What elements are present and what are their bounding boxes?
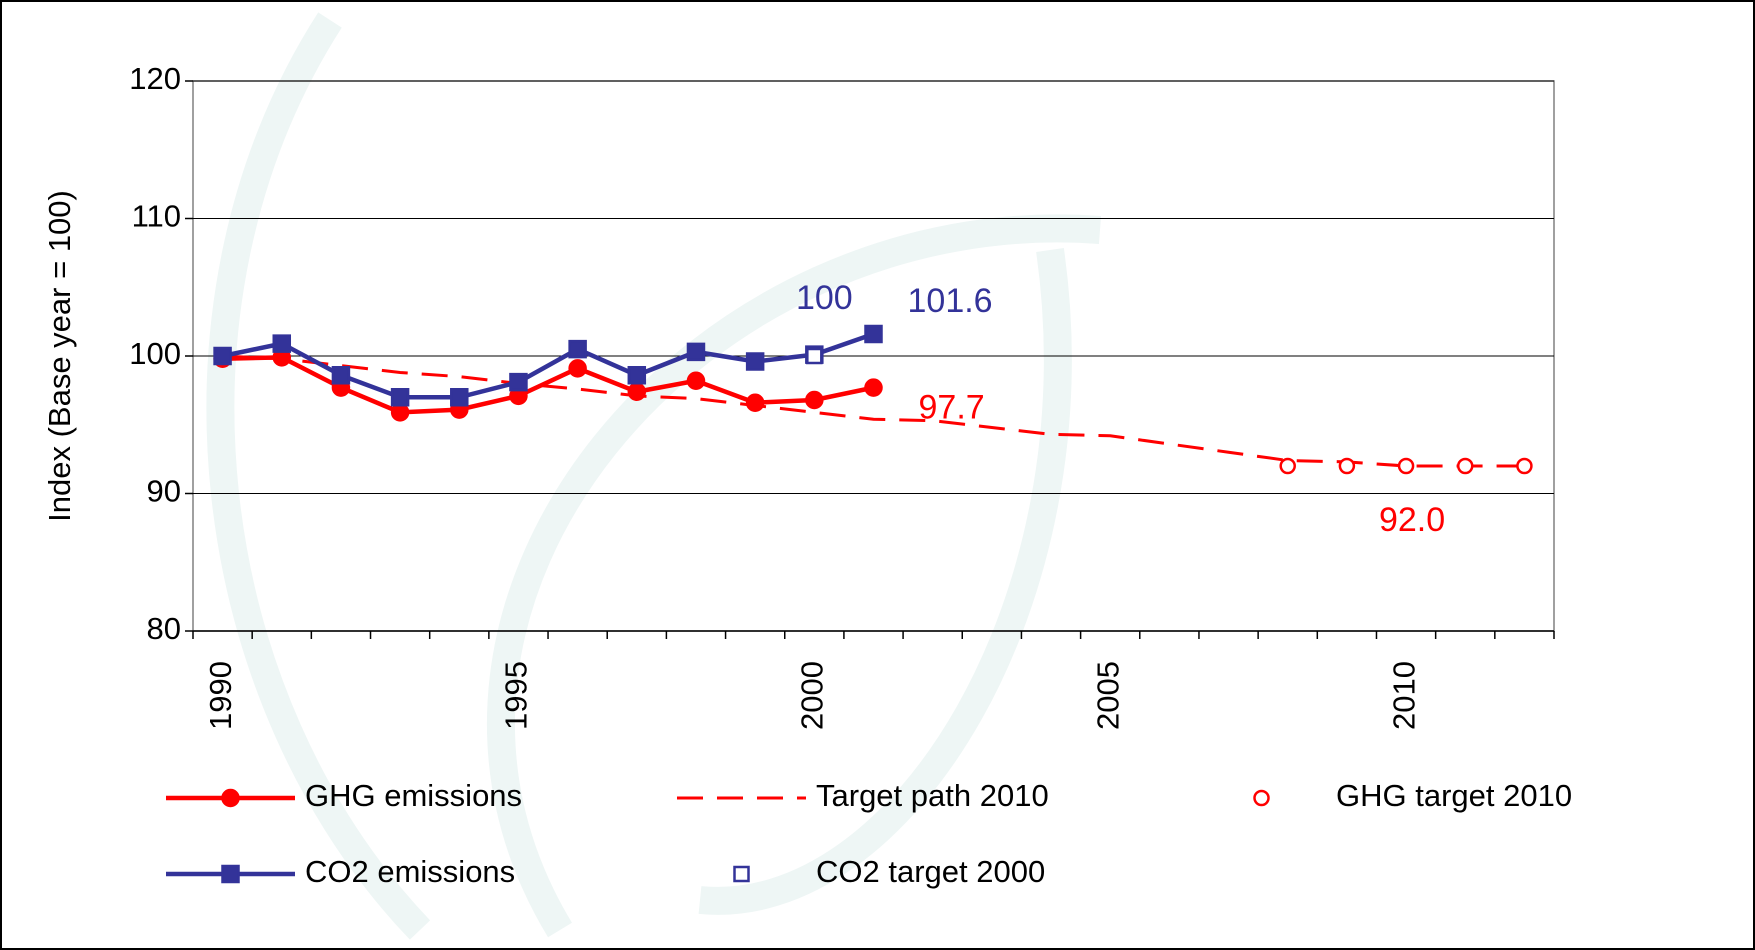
data-point xyxy=(627,366,647,385)
data-point xyxy=(509,372,528,392)
legend-marker xyxy=(733,865,750,883)
data-point xyxy=(450,388,469,407)
data-point xyxy=(686,371,706,390)
data-label: 101.6 xyxy=(908,282,993,320)
legend-label: CO2 target 2000 xyxy=(816,854,1045,889)
x-tick-label: 1995 xyxy=(499,661,534,730)
legend-label: GHG target 2010 xyxy=(1336,778,1572,813)
legend-label: CO2 emissions xyxy=(305,854,515,889)
data-point xyxy=(1397,457,1415,475)
legend-label: GHG emissions xyxy=(305,778,522,813)
x-tick-label: 1990 xyxy=(203,661,238,730)
watermark-arc xyxy=(487,214,1102,938)
data-point xyxy=(568,359,587,378)
data-point xyxy=(864,324,883,344)
data-point xyxy=(1516,457,1533,475)
data-point xyxy=(806,347,823,365)
data-point xyxy=(272,334,292,353)
data-point xyxy=(1456,457,1474,475)
y-tick-label: 80 xyxy=(147,611,181,646)
watermark-arc xyxy=(698,248,1072,915)
data-point xyxy=(745,352,765,371)
y-tick-label: 110 xyxy=(132,199,181,234)
legend-label: Target path 2010 xyxy=(816,778,1049,813)
legend-marker xyxy=(1253,789,1270,807)
legend-marker xyxy=(221,788,240,808)
y-tick-label: 120 xyxy=(129,61,181,96)
data-point xyxy=(1279,457,1296,475)
data-point xyxy=(331,366,351,385)
data-point xyxy=(864,378,883,397)
data-point xyxy=(213,346,232,366)
y-tick-label: 90 xyxy=(147,474,181,509)
data-point xyxy=(568,339,587,359)
data-label: 97.7 xyxy=(919,389,985,427)
data-point xyxy=(390,403,410,422)
data-label: 100 xyxy=(796,279,853,317)
data-point xyxy=(805,390,824,410)
data-label: 92.0 xyxy=(1379,501,1445,539)
data-point xyxy=(745,393,765,412)
x-tick-label: 2005 xyxy=(1090,661,1125,730)
y-axis-label: Index (Base year = 100) xyxy=(42,190,77,522)
x-tick-label: 2010 xyxy=(1386,661,1421,730)
data-point xyxy=(686,342,706,362)
y-tick-label: 100 xyxy=(129,336,181,371)
x-tick-label: 2000 xyxy=(795,661,830,730)
series-line xyxy=(222,331,875,400)
data-point xyxy=(1338,457,1356,475)
data-point xyxy=(390,388,410,407)
series-line xyxy=(222,354,1525,468)
series-line xyxy=(222,355,874,415)
legend-marker xyxy=(221,864,240,884)
